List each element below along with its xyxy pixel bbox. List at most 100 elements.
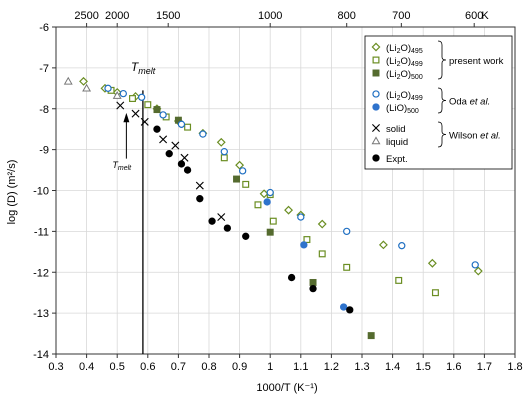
tmelt-arrow-label-sub: melt bbox=[118, 165, 132, 172]
data-point bbox=[471, 261, 479, 269]
y-tick-label: -6 bbox=[39, 22, 49, 34]
data-point bbox=[119, 89, 127, 98]
data-point bbox=[129, 95, 136, 103]
data-point bbox=[112, 91, 122, 99]
y-tick-label: -10 bbox=[33, 186, 49, 198]
legend-label-part: O) bbox=[400, 69, 411, 80]
top-axis-unit: K bbox=[481, 10, 489, 22]
data-point bbox=[309, 284, 317, 293]
data-point bbox=[473, 266, 483, 276]
legend-label-sub: 500 bbox=[407, 108, 419, 115]
data-point bbox=[317, 219, 327, 229]
data-points bbox=[63, 76, 483, 340]
series-1 bbox=[107, 86, 439, 297]
legend-marker bbox=[372, 90, 380, 98]
data-point bbox=[220, 148, 228, 156]
y-axis-title: log (D) (m²/s) bbox=[6, 160, 18, 225]
data-point bbox=[183, 166, 192, 174]
data-point bbox=[242, 180, 250, 188]
data-point bbox=[208, 217, 216, 225]
x-tick-label: 1.1 bbox=[293, 361, 308, 373]
x-tick-label: 1.5 bbox=[416, 361, 431, 373]
y-tick-label: -13 bbox=[33, 308, 49, 320]
data-point bbox=[263, 198, 271, 206]
data-point bbox=[259, 189, 269, 199]
top-tick-label: 2000 bbox=[105, 10, 129, 22]
legend-marker bbox=[372, 103, 380, 111]
data-point bbox=[153, 106, 161, 114]
data-point bbox=[216, 137, 226, 147]
data-point bbox=[431, 289, 439, 297]
data-point bbox=[131, 109, 140, 118]
legend-label-sub: 2 bbox=[397, 95, 401, 102]
data-point bbox=[153, 125, 161, 133]
x-stroke bbox=[195, 181, 204, 190]
legend-label-sub: 495 bbox=[411, 48, 423, 55]
legend-group-label: Oda et al. bbox=[449, 97, 490, 108]
tmelt-arrow-head bbox=[123, 112, 130, 123]
legend-label: solid bbox=[386, 124, 406, 135]
legend-label: liquid bbox=[386, 137, 408, 148]
x-tick-label: 0.5 bbox=[110, 361, 125, 373]
x-tick-label: 0.9 bbox=[232, 361, 247, 373]
legend-group-label-italic: et al. bbox=[470, 97, 491, 108]
data-point bbox=[233, 175, 241, 183]
legend-label-sub: 499 bbox=[411, 95, 423, 102]
data-point bbox=[171, 141, 180, 150]
x-stroke bbox=[116, 101, 125, 110]
data-point bbox=[318, 250, 326, 258]
legend-label-sub: 499 bbox=[411, 61, 423, 68]
data-point bbox=[180, 153, 189, 162]
series-7 bbox=[153, 125, 354, 314]
data-point bbox=[140, 117, 149, 126]
data-point bbox=[196, 195, 204, 203]
legend-label-sub: 2 bbox=[397, 48, 401, 55]
data-point bbox=[159, 111, 167, 119]
x-tick-label: 1.7 bbox=[477, 361, 492, 373]
data-point bbox=[343, 227, 351, 236]
data-point bbox=[284, 205, 294, 215]
legend-marker bbox=[371, 136, 381, 145]
data-point bbox=[287, 273, 296, 282]
data-point bbox=[427, 258, 437, 268]
x-stroke bbox=[171, 141, 180, 150]
data-point bbox=[165, 150, 173, 158]
data-point bbox=[303, 236, 311, 244]
y-tick-label: -7 bbox=[39, 63, 49, 75]
legend: (Li2O)495(Li2O)499(Li2O)500(Li2O)499(LiO… bbox=[364, 35, 513, 170]
legend-group-label: Wilson et al. bbox=[449, 131, 501, 142]
data-point bbox=[199, 130, 207, 138]
legend-group-label-italic: et al. bbox=[480, 131, 501, 142]
data-point bbox=[138, 93, 146, 101]
data-point bbox=[266, 188, 274, 197]
top-tick-label: 800 bbox=[338, 10, 356, 22]
x-stroke bbox=[140, 117, 149, 126]
data-point bbox=[177, 120, 186, 128]
data-point bbox=[82, 83, 92, 92]
data-point bbox=[367, 332, 375, 340]
x-stroke bbox=[217, 213, 226, 222]
data-point bbox=[116, 101, 125, 110]
legend-label-sub: 500 bbox=[411, 74, 423, 81]
legend-label-sub: 2 bbox=[397, 74, 401, 81]
x-tick-label: 0.3 bbox=[48, 361, 63, 373]
grid bbox=[55, 26, 516, 355]
data-point bbox=[395, 276, 403, 284]
x-tick-label: 1.2 bbox=[324, 361, 339, 373]
axes: 0.3 0.4 0.5 0.6 0.7 0.8 0.9 1 1.1 1.2 1.3 1.4 1.5 1.6… bbox=[33, 10, 523, 373]
series-3 bbox=[104, 84, 479, 269]
series-5 bbox=[116, 101, 226, 222]
data-point bbox=[104, 84, 112, 92]
legend-label: Expt. bbox=[386, 154, 408, 165]
top-tick-label: 700 bbox=[392, 10, 410, 22]
data-point bbox=[346, 306, 354, 314]
data-point bbox=[309, 278, 317, 286]
data-point bbox=[159, 135, 168, 144]
x-stroke bbox=[372, 124, 380, 132]
series-2 bbox=[153, 106, 375, 340]
x-tick-label: 0.4 bbox=[79, 361, 94, 373]
data-point bbox=[242, 232, 250, 240]
legend-label-part: O) bbox=[400, 56, 411, 67]
y-tick-label: -11 bbox=[34, 226, 49, 238]
